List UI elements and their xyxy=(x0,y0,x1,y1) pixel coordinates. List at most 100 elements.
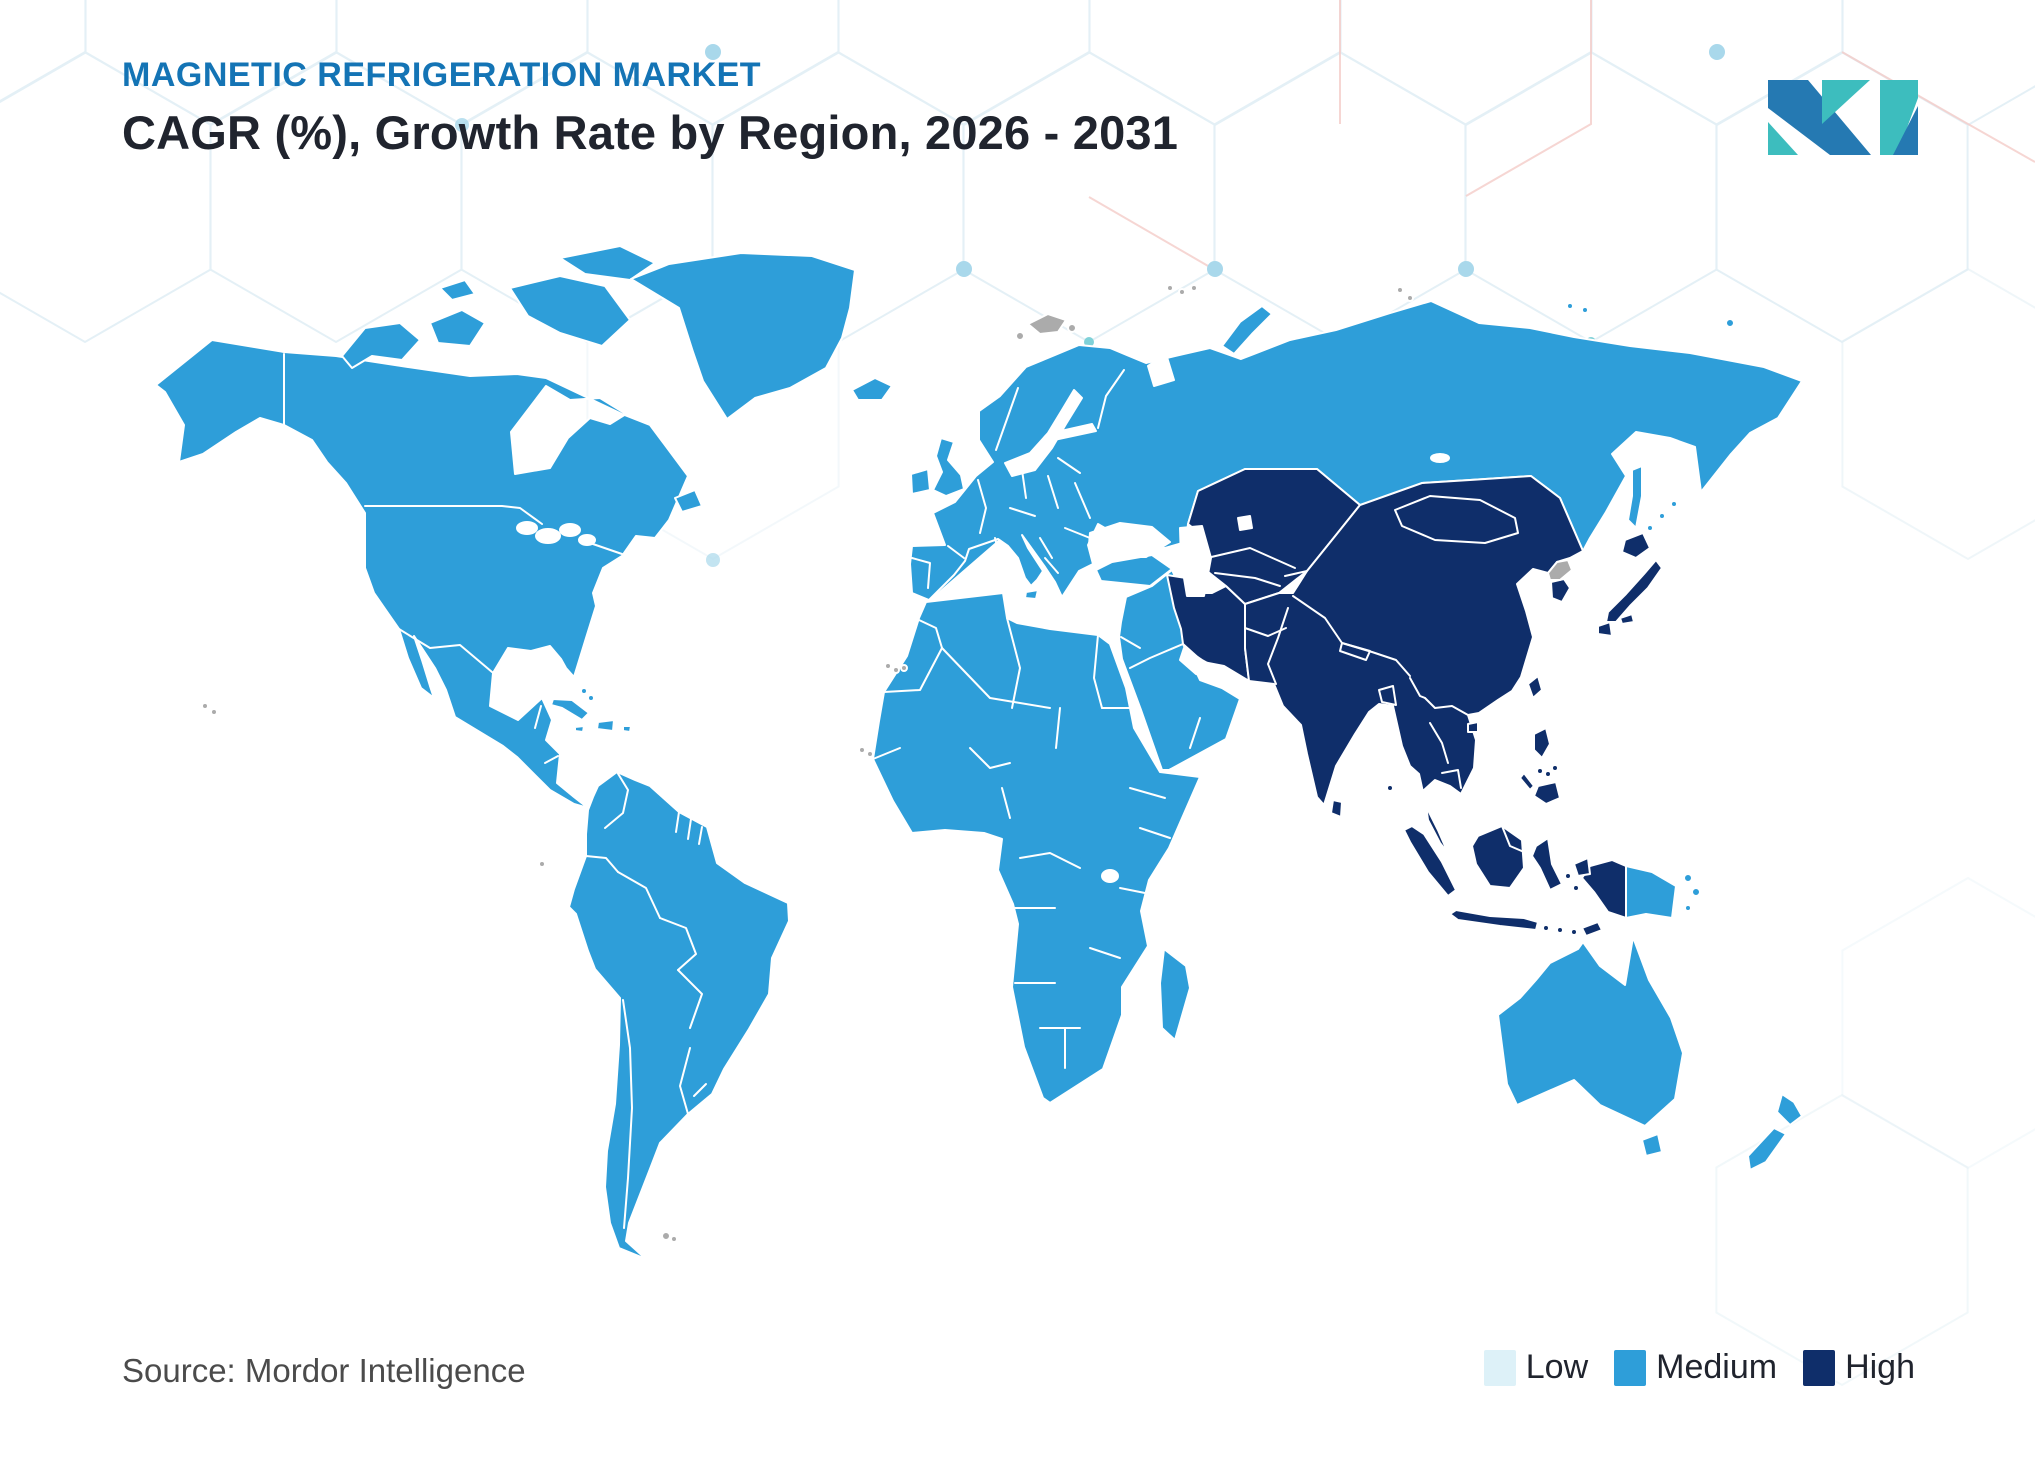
region-sakhalin xyxy=(1627,465,1643,529)
pattern-dots xyxy=(455,44,1725,567)
region-japan-hokkaido xyxy=(1621,532,1651,559)
region-sulawesi xyxy=(1531,837,1563,891)
region-bahamas xyxy=(587,694,595,702)
region-australia xyxy=(1497,936,1684,1127)
source-text: Source: Mordor Intelligence xyxy=(122,1352,526,1389)
region-uk xyxy=(932,437,965,497)
region-cuba xyxy=(550,698,590,721)
caspian-sea xyxy=(1179,525,1212,597)
region-new-zealand-south xyxy=(1747,1127,1787,1171)
region-png-islands xyxy=(1683,873,1693,883)
legend-swatch-high xyxy=(1803,1349,1836,1386)
region-arctic-islands xyxy=(439,279,476,301)
region-lesser-sunda xyxy=(1542,924,1550,932)
region-novaya-zemlya xyxy=(1221,305,1273,355)
region-hawaii xyxy=(201,702,209,710)
region-palawan xyxy=(1519,772,1535,791)
region-maluku xyxy=(1564,872,1572,880)
legend-swatch-medium xyxy=(1614,1349,1647,1386)
region-jamaica xyxy=(574,725,585,733)
region-lesser-sunda xyxy=(1556,926,1564,934)
world-map xyxy=(155,245,1803,1260)
region-timor xyxy=(1581,921,1603,937)
regions-high xyxy=(1166,468,1663,937)
region-hainan xyxy=(1467,721,1479,733)
region-north-america xyxy=(155,339,689,809)
region-sicily xyxy=(1024,589,1039,600)
market-title: MAGNETIC REFRIGERATION MARKET xyxy=(122,56,762,94)
region-japan-honshu xyxy=(1605,559,1663,623)
region-africa xyxy=(872,592,1201,1104)
region-philippines-visayas xyxy=(1536,767,1544,775)
region-franz-josef xyxy=(1166,284,1174,292)
region-canary-islands xyxy=(900,664,908,672)
region-philippines-mindanao xyxy=(1533,781,1561,805)
great-lake xyxy=(559,523,581,537)
region-west-new-guinea xyxy=(1581,859,1627,919)
region-new-zealand-north xyxy=(1776,1093,1803,1126)
white-sea xyxy=(1147,353,1175,387)
country-borders xyxy=(283,353,1525,1229)
region-cape-verde xyxy=(858,746,866,754)
region-franz-josef xyxy=(1190,284,1198,292)
aral-sea xyxy=(1237,515,1253,531)
region-north-korea xyxy=(1547,559,1573,581)
region-tasmania xyxy=(1641,1133,1663,1157)
region-kuril-islands xyxy=(1670,500,1678,508)
region-arctic-islands xyxy=(429,309,486,347)
region-philippines-visayas xyxy=(1544,770,1552,778)
region-svalbard xyxy=(1027,313,1067,335)
region-arctic-isle xyxy=(1566,302,1574,310)
region-sumatra xyxy=(1403,825,1457,897)
region-svalbard xyxy=(1015,331,1025,341)
region-bahamas xyxy=(580,687,588,695)
region-puerto-rico xyxy=(622,725,632,733)
great-lake xyxy=(516,521,538,535)
logo-blue-stroke xyxy=(1768,80,1871,155)
region-greenland xyxy=(630,252,856,420)
legend-swatch-low xyxy=(1483,1349,1516,1386)
region-arctic-islands xyxy=(559,245,656,281)
region-philippines-luzon xyxy=(1533,727,1551,759)
legend-item-medium: Medium xyxy=(1614,1348,1777,1387)
region-south-east-asia-mainland xyxy=(1244,475,1584,854)
region-papua-new-guinea xyxy=(1625,865,1677,919)
region-philippines-visayas xyxy=(1551,764,1559,772)
region-canary-islands xyxy=(884,662,892,670)
region-png-islands xyxy=(1684,904,1692,912)
persian-gulf xyxy=(1179,647,1221,679)
region-iceland xyxy=(851,377,893,401)
region-south-korea xyxy=(1550,578,1571,603)
black-sea xyxy=(1088,522,1171,558)
logo-mark xyxy=(1768,80,1918,155)
logo-teal-top xyxy=(1822,80,1870,124)
legend-item-low: Low xyxy=(1483,1348,1589,1387)
region-madagascar xyxy=(1159,948,1191,1041)
region-severnaya xyxy=(1406,294,1414,302)
region-ireland xyxy=(910,468,931,495)
region-andaman xyxy=(1386,784,1394,792)
region-birds-head xyxy=(1573,857,1591,877)
region-arctic-isle xyxy=(1581,306,1589,314)
region-franz-josef xyxy=(1178,288,1186,296)
legend-label-low: Low xyxy=(1525,1348,1589,1386)
logo-teal-bottom xyxy=(1768,122,1798,155)
region-kuril-islands xyxy=(1646,524,1654,532)
region-falklands xyxy=(670,1235,678,1243)
region-hawaii xyxy=(210,708,218,716)
region-arctic-islands xyxy=(341,322,421,369)
region-japan-shikoku xyxy=(1619,613,1635,625)
inland-seas xyxy=(516,353,1450,883)
baltic-sea xyxy=(1004,389,1083,477)
region-japan-kyushu xyxy=(1597,621,1613,637)
region-kuril-islands xyxy=(1658,512,1666,520)
legend-label-high: High xyxy=(1845,1348,1915,1386)
lake-victoria xyxy=(1101,869,1119,883)
chart-title: CAGR (%), Growth Rate by Region, 2026 - … xyxy=(122,106,1179,159)
region-severnaya xyxy=(1396,286,1404,294)
region-borneo xyxy=(1471,825,1525,889)
region-newfoundland xyxy=(674,489,703,513)
region-south-america xyxy=(568,771,790,1260)
header: MAGNETIC REFRIGERATION MARKET CAGR (%), … xyxy=(122,56,1178,160)
